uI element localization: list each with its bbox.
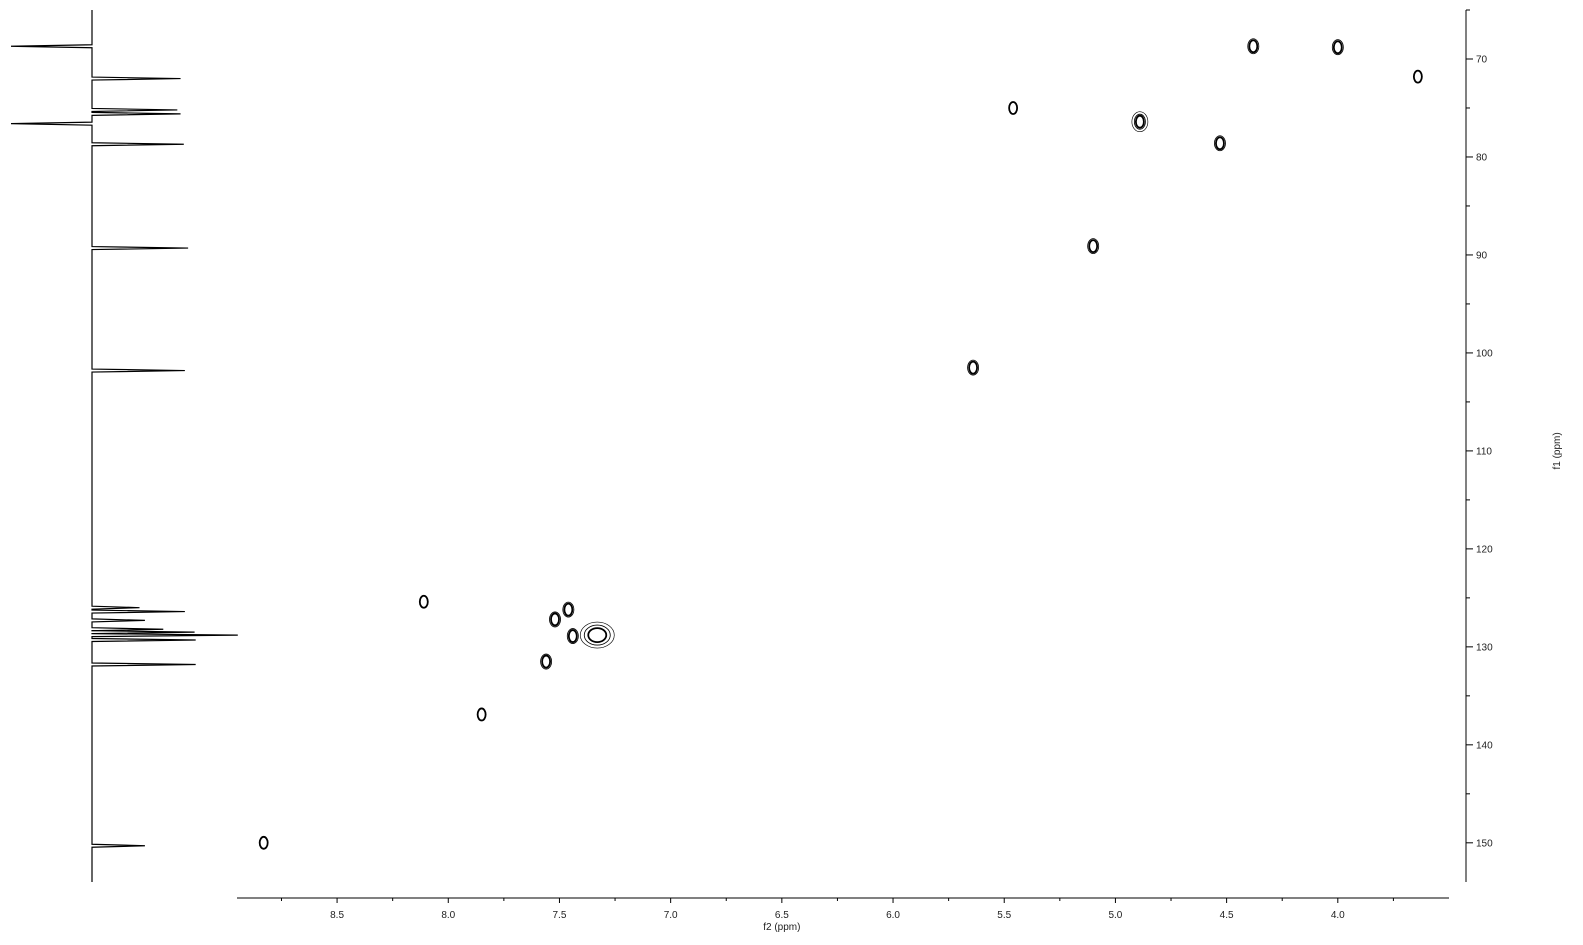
contour-level [1214, 135, 1226, 152]
contour-level [1087, 238, 1100, 255]
contour-level [1248, 39, 1259, 54]
cross-peak [418, 594, 429, 609]
x-axis: 8.5 8.0 7.5 7.0 6.5 6.0 5.5 5.0 4.5 4.0 [237, 897, 1449, 921]
contour-level [1332, 40, 1343, 55]
y-tick-label: 130 [1476, 642, 1493, 653]
x-tick-label: 6.0 [886, 910, 900, 921]
contour-level [579, 621, 615, 649]
contour-level [549, 611, 561, 628]
cross-peak [1131, 111, 1149, 133]
x-tick-label: 5.0 [1108, 910, 1122, 921]
cross-peak [1087, 238, 1100, 255]
cross-peak [562, 601, 575, 618]
contour-level [967, 359, 980, 376]
cross-peak [566, 628, 579, 644]
cross-peak [258, 835, 269, 850]
contour-level [1215, 136, 1225, 151]
contour-level [583, 624, 611, 646]
contour-level [1134, 114, 1145, 129]
y-axis: 70 80 90 100 110 120 130 140 150 [1465, 9, 1493, 882]
f1-projection-spectrum [10, 10, 238, 882]
x-tick-label: 8.5 [330, 910, 344, 921]
x-tick-label: 8.0 [441, 910, 455, 921]
cross-peak [1214, 135, 1226, 152]
contour-level [1088, 239, 1099, 254]
y-tick-label: 80 [1476, 152, 1488, 163]
contour-level [1247, 38, 1260, 55]
y-axis-title: f1 (ppm) [1552, 432, 1563, 469]
contour-cross-peaks [258, 38, 1423, 850]
cross-peak [549, 611, 561, 628]
y-tick-label: 70 [1476, 54, 1488, 65]
cross-peak [1008, 101, 1019, 115]
contour-level [587, 627, 608, 643]
contour-level [540, 653, 553, 670]
contour-level [550, 612, 560, 627]
x-tick-label: 7.0 [664, 910, 678, 921]
contour-level [567, 629, 578, 643]
contour-level [562, 601, 575, 618]
y-tick-label: 110 [1476, 446, 1492, 457]
contour-level [1008, 101, 1019, 115]
contour-level [566, 628, 579, 644]
x-tick-label: 7.5 [553, 910, 567, 921]
x-tick-label: 4.5 [1220, 910, 1234, 921]
contour-level [418, 594, 429, 609]
y-tick-label: 120 [1476, 544, 1493, 555]
cross-peak [579, 621, 615, 649]
y-tick-label: 90 [1476, 250, 1488, 261]
contour-level [258, 835, 269, 850]
cross-peak [540, 653, 553, 670]
y-tick-label: 150 [1476, 838, 1493, 849]
contour-level [1131, 111, 1149, 133]
projection-trace [10, 10, 238, 882]
cross-peak [967, 359, 980, 376]
contour-level [1331, 39, 1344, 56]
x-tick-label: 5.5 [997, 910, 1011, 921]
x-tick-label: 4.0 [1331, 910, 1345, 921]
contour-level [563, 602, 574, 617]
contour-level [968, 360, 978, 375]
contour-level [1133, 113, 1146, 130]
cross-peak [1247, 38, 1260, 55]
cross-peak [1412, 69, 1423, 84]
contour-level [476, 707, 487, 722]
contour-level [1412, 69, 1423, 84]
y-tick-label: 100 [1476, 348, 1493, 359]
x-axis-title: f2 (ppm) [763, 922, 800, 933]
cross-peak [1331, 39, 1344, 56]
contour-level [541, 654, 552, 669]
y-tick-label: 140 [1476, 740, 1493, 751]
cross-peak [476, 707, 487, 722]
x-tick-label: 6.5 [775, 910, 789, 921]
